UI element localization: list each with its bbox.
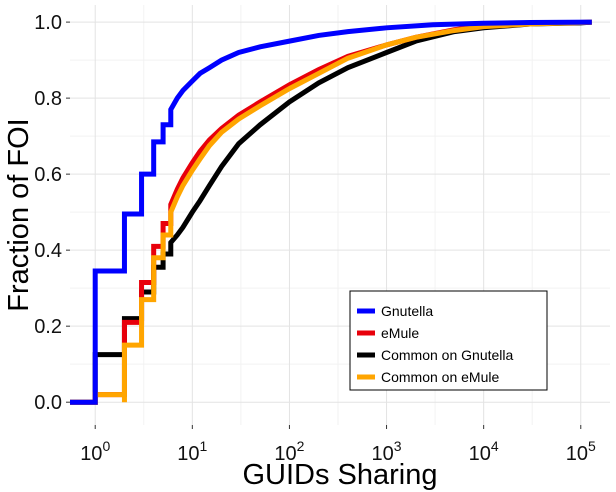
legend-label: Gnutella <box>381 303 433 319</box>
y-tick-label: 0.4 <box>34 240 62 262</box>
y-tick-label: 0.2 <box>34 316 62 338</box>
legend-label: Common on eMule <box>381 369 499 385</box>
y-axis-ticks: 0.0 0.2 0.4 0.6 0.8 1.0 <box>34 12 70 414</box>
x-axis-ticks: 100 101 102 103 104 105 <box>80 425 596 465</box>
x-tick-label: 100 <box>80 438 110 465</box>
x-tick-label: 102 <box>274 438 304 465</box>
x-tick-label: 104 <box>469 438 499 465</box>
y-axis-title: Fraction of FOI <box>3 118 35 311</box>
x-tick-label: 103 <box>372 438 402 465</box>
series-line-gnutella <box>70 19 592 405</box>
legend-label: eMule <box>381 325 419 341</box>
legend-label: Common on Gnutella <box>381 347 514 363</box>
x-axis-title: GUIDs Sharing <box>242 459 437 491</box>
legend-box <box>349 290 548 391</box>
series-group <box>70 19 593 405</box>
y-tick-label: 0.0 <box>34 392 62 414</box>
x-tick-label: 105 <box>566 438 596 465</box>
y-tick-label: 0.8 <box>34 88 62 110</box>
series-line-common-on-emule <box>70 19 592 405</box>
y-tick-label: 0.6 <box>34 164 62 186</box>
x-tick-label: 101 <box>177 438 207 465</box>
legend: Gnutella eMule Common on Gnutella Common on… <box>349 290 548 391</box>
y-tick-label: 1.0 <box>34 12 62 34</box>
